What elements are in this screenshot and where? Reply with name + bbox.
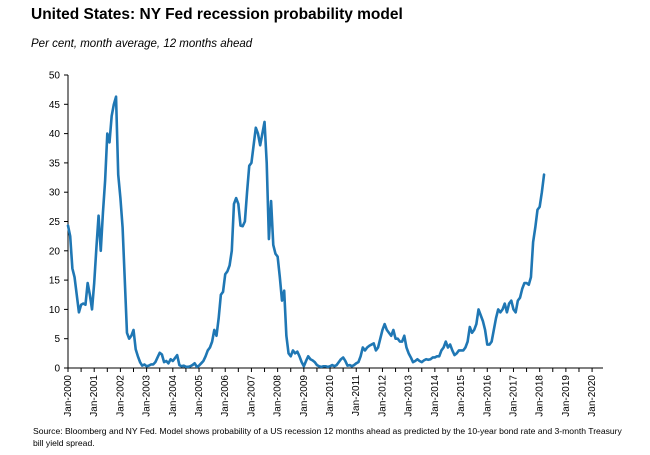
y-axis: 0 5 10 15 20 25 30 35 40 45 50 bbox=[49, 71, 68, 375]
x-tick-label: Jan-2018 bbox=[535, 375, 546, 417]
x-tick-label: Jan-2003 bbox=[142, 375, 153, 417]
y-tick-label: 5 bbox=[54, 334, 60, 345]
x-tick-label: Jan-2012 bbox=[377, 375, 388, 417]
y-tick-label: 15 bbox=[49, 276, 61, 287]
x-tick-label: Jan-2001 bbox=[89, 375, 100, 417]
x-tick-label: Jan-2014 bbox=[430, 375, 441, 417]
x-tick-label: Jan-2004 bbox=[168, 375, 179, 417]
x-tick-label: Jan-2009 bbox=[299, 375, 310, 417]
x-tick-label: Jan-2005 bbox=[194, 375, 205, 417]
x-axis: Jan-2000 Jan-2001 Jan-2002 Jan-2003 Jan-2004… bbox=[63, 368, 603, 417]
y-tick-label: 25 bbox=[49, 217, 61, 228]
y-tick-label: 45 bbox=[49, 100, 61, 111]
x-tick-label: Jan-2019 bbox=[561, 375, 572, 417]
y-tick-label: 40 bbox=[49, 129, 61, 140]
chart-title: United States: NY Fed recession probabil… bbox=[31, 6, 403, 24]
chart-subtitle: Per cent, month average, 12 months ahead bbox=[31, 38, 252, 50]
x-tick-label: Jan-2010 bbox=[325, 375, 336, 417]
y-tick-label: 30 bbox=[49, 188, 61, 199]
x-tick-label: Jan-2008 bbox=[273, 375, 284, 417]
x-tick-label: Jan-2020 bbox=[587, 375, 598, 417]
x-tick-label: Jan-2011 bbox=[351, 375, 362, 416]
x-tick-label: Jan-2017 bbox=[508, 375, 519, 417]
x-tick-label: Jan-2015 bbox=[456, 375, 467, 417]
y-tick-label: 20 bbox=[49, 246, 61, 257]
x-tick-label: Jan-2007 bbox=[246, 375, 257, 417]
x-tick-label: Jan-2006 bbox=[220, 375, 231, 417]
x-tick-label: Jan-2002 bbox=[115, 375, 126, 417]
y-tick-label: 10 bbox=[49, 305, 61, 316]
source-note: Source: Bloomberg and NY Fed. Model show… bbox=[33, 425, 633, 449]
x-tick-label: Jan-2016 bbox=[482, 375, 493, 417]
y-tick-label: 0 bbox=[54, 364, 60, 375]
x-tick-label: Jan-2000 bbox=[63, 375, 74, 417]
x-tick-label: Jan-2013 bbox=[404, 375, 415, 417]
y-tick-label: 50 bbox=[49, 71, 61, 82]
y-tick-label: 35 bbox=[49, 158, 61, 169]
recession-probability-line bbox=[68, 97, 544, 367]
